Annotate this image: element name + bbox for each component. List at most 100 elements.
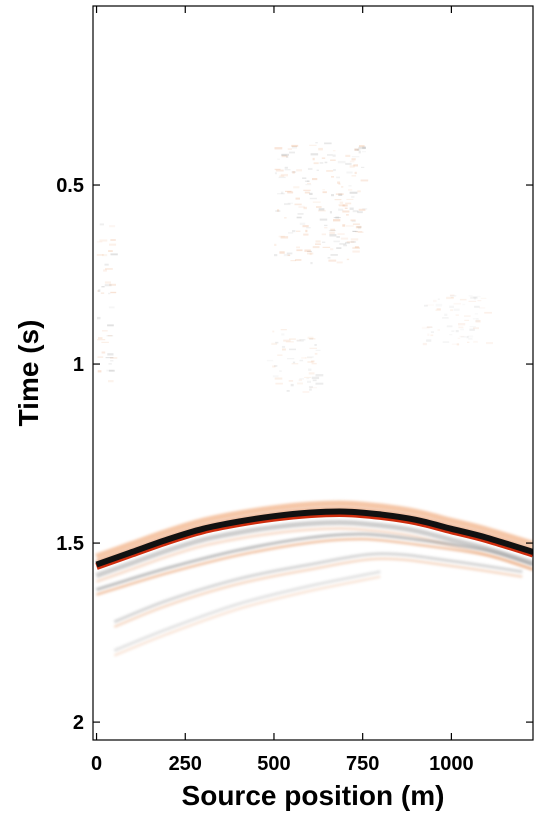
noise-speck-0 xyxy=(306,227,311,229)
noise-speck-0 xyxy=(312,201,321,203)
noise-speck-0 xyxy=(303,233,309,236)
noise-speck-0 xyxy=(330,248,334,251)
noise-speck-0 xyxy=(281,155,288,158)
noise-speck-0 xyxy=(330,159,336,161)
noise-speck-2 xyxy=(315,374,324,377)
noise-speck-0 xyxy=(281,154,287,157)
noise-speck-3 xyxy=(446,296,454,300)
noise-speck-3 xyxy=(430,331,434,333)
noise-speck-0 xyxy=(335,216,340,219)
noise-speck-1 xyxy=(104,284,112,287)
noise-speck-0 xyxy=(284,217,287,219)
noise-speck-3 xyxy=(450,297,454,298)
noise-speck-0 xyxy=(352,230,358,232)
noise-speck-3 xyxy=(450,309,453,312)
x-tick-label: 500 xyxy=(257,753,290,775)
noise-speck-0 xyxy=(287,148,292,150)
noise-speck-0 xyxy=(322,191,327,194)
noise-speck-0 xyxy=(296,249,303,252)
noise-speck-2 xyxy=(291,363,299,365)
noise-speck-0 xyxy=(338,193,343,196)
noise-speck-0 xyxy=(318,208,325,211)
noise-speck-3 xyxy=(449,305,454,308)
noise-speck-0 xyxy=(345,241,350,244)
noise-speck-0 xyxy=(277,158,280,160)
noise-speck-3 xyxy=(460,328,464,331)
noise-speck-3 xyxy=(433,299,437,303)
noise-speck-2 xyxy=(314,344,317,346)
noise-speck-2 xyxy=(289,338,296,340)
noise-speck-0 xyxy=(337,160,346,164)
noise-speck-0 xyxy=(299,222,306,225)
noise-speck-1 xyxy=(108,306,115,309)
noise-speck-0 xyxy=(294,203,302,206)
noise-speck-2 xyxy=(292,361,296,364)
noise-speck-3 xyxy=(435,309,441,311)
noise-speck-0 xyxy=(296,246,300,249)
noise-speck-0 xyxy=(324,227,328,229)
noise-speck-0 xyxy=(280,173,288,177)
noise-speck-0 xyxy=(333,217,341,219)
noise-speck-1 xyxy=(96,241,103,243)
noise-speck-3 xyxy=(427,326,433,328)
noise-speck-2 xyxy=(311,360,315,363)
noise-speck-1 xyxy=(97,356,104,358)
noise-speck-2 xyxy=(309,338,316,340)
noise-speck-3 xyxy=(458,326,464,329)
noise-speck-1 xyxy=(96,254,104,256)
noise-speck-2 xyxy=(272,375,279,378)
noise-speck-0 xyxy=(293,186,300,189)
noise-speck-0 xyxy=(275,169,284,172)
noise-speck-0 xyxy=(316,169,319,171)
noise-speck-1 xyxy=(104,263,109,266)
noise-speck-0 xyxy=(288,232,294,234)
noise-speck-0 xyxy=(292,171,295,174)
noise-speck-0 xyxy=(279,251,285,254)
noise-speck-1 xyxy=(110,253,118,256)
noise-speck-1 xyxy=(108,250,113,252)
noise-speck-3 xyxy=(464,315,471,317)
noise-speck-3 xyxy=(460,336,466,338)
noise-speck-2 xyxy=(306,377,310,380)
noise-speck-0 xyxy=(358,150,361,154)
noise-speck-0 xyxy=(352,246,360,249)
noise-speck-3 xyxy=(457,337,461,339)
noise-speck-1 xyxy=(108,363,112,365)
x-tick-label: 750 xyxy=(346,753,379,775)
noise-speck-0 xyxy=(358,208,366,211)
noise-speck-0 xyxy=(275,210,281,212)
noise-speck-0 xyxy=(333,219,341,222)
noise-speck-0 xyxy=(289,151,295,154)
noise-speck-0 xyxy=(354,246,359,249)
noise-speck-1 xyxy=(104,281,111,284)
noise-speck-0 xyxy=(348,185,352,187)
noise-speck-2 xyxy=(277,354,283,356)
noise-speck-3 xyxy=(468,300,477,302)
noise-speck-1 xyxy=(97,316,101,320)
noise-speck-0 xyxy=(306,180,309,182)
noise-speck-0 xyxy=(330,228,335,231)
noise-speck-1 xyxy=(105,268,113,270)
noise-speck-0 xyxy=(296,230,301,232)
noise-speck-0 xyxy=(324,142,332,145)
noise-speck-0 xyxy=(337,181,341,184)
noise-speck-0 xyxy=(354,148,359,151)
noise-speck-3 xyxy=(477,300,482,302)
noise-speck-3 xyxy=(468,338,473,340)
noise-speck-0 xyxy=(274,172,277,175)
noise-speck-2 xyxy=(309,338,314,340)
noise-speck-0 xyxy=(281,153,289,156)
noise-speck-0 xyxy=(331,176,334,178)
noise-speck-3 xyxy=(456,343,459,346)
noise-speck-0 xyxy=(307,250,312,252)
noise-speck-0 xyxy=(286,252,293,255)
noise-speck-0 xyxy=(340,237,349,240)
noise-speck-0 xyxy=(302,225,309,228)
noise-speck-0 xyxy=(352,250,360,253)
noise-speck-0 xyxy=(338,183,341,185)
noise-speck-1 xyxy=(109,243,117,246)
noise-speck-3 xyxy=(446,325,453,328)
noise-speck-3 xyxy=(474,313,478,315)
noise-speck-1 xyxy=(102,254,108,257)
